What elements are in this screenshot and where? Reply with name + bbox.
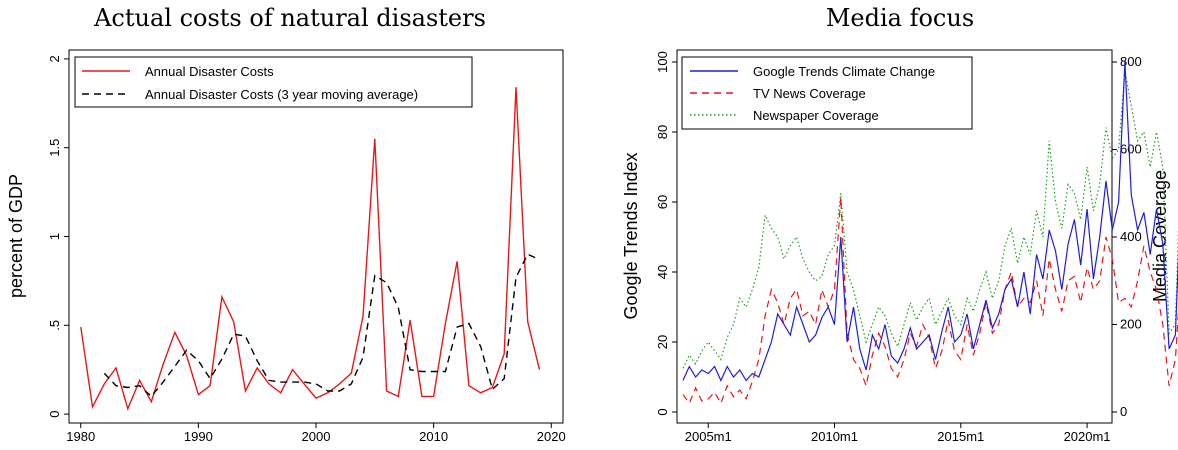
left-legend-box xyxy=(74,56,473,108)
right-left-y-ticks: 0 20 40 60 80 100 xyxy=(655,51,677,416)
right-x-tick-label: 2020m1 xyxy=(1064,429,1111,444)
left-legend-label-annual: Annual Disaster Costs xyxy=(145,64,274,79)
right-left-y-tick-label: 20 xyxy=(655,335,670,349)
left-x-tick-label: 2010 xyxy=(419,429,448,444)
right-left-y-tick-label: 0 xyxy=(655,408,670,415)
right-legend-label-google-trends: Google Trends Climate Change xyxy=(753,64,935,79)
right-x-tick-label: 2010m1 xyxy=(811,429,858,444)
right-left-y-tick-label: 100 xyxy=(655,51,670,73)
left-legend-label-moving-average: Annual Disaster Costs (3 year moving ave… xyxy=(145,87,418,102)
left-y-axis-label: percent of GDP xyxy=(6,174,26,298)
right-x-ticks: 2005m1 2010m1 2015m1 2020m1 xyxy=(685,423,1111,444)
right-left-y-tick-label: 60 xyxy=(655,195,670,209)
right-legend: Google Trends Climate Change TV News Cov… xyxy=(681,56,973,130)
left-y-tick-label: 1.5 xyxy=(47,139,62,157)
left-y-tick-label: 2 xyxy=(47,55,62,62)
left-y-ticks: 0 .5 1 1.5 2 xyxy=(47,55,69,418)
left-x-tick-label: 2020 xyxy=(537,429,566,444)
right-right-y-tick-label: 0 xyxy=(1120,404,1127,419)
right-series-line-1 xyxy=(682,197,1178,405)
right-right-y-tick-label: 800 xyxy=(1120,54,1142,69)
right-series-line-2 xyxy=(682,70,1178,369)
right-right-y-tick-label: 200 xyxy=(1120,317,1142,332)
left-x-tick-label: 2000 xyxy=(302,429,331,444)
left-series-line-0 xyxy=(80,87,541,411)
left-chart: Actual costs of natural disasters percen… xyxy=(6,4,566,444)
left-y-tick-label: 0 xyxy=(47,411,62,418)
right-left-y-tick-label: 80 xyxy=(655,125,670,139)
left-y-tick-label: .5 xyxy=(47,320,62,331)
right-series-line-0 xyxy=(682,61,1178,382)
right-right-y-axis-label: Media Coverage xyxy=(1150,170,1170,302)
right-left-y-tick-label: 40 xyxy=(655,265,670,279)
left-series-lines xyxy=(80,87,541,411)
right-chart-title: Media focus xyxy=(826,4,974,32)
right-left-y-axis-label: Google Trends Index xyxy=(621,152,641,319)
right-x-tick-label: 2015m1 xyxy=(937,429,984,444)
right-right-y-ticks: 0 200 400 600 800 xyxy=(1112,54,1142,419)
right-legend-label-tv-news: TV News Coverage xyxy=(753,86,866,101)
left-series-line-1 xyxy=(103,253,540,398)
left-legend: Annual Disaster Costs Annual Disaster Co… xyxy=(74,56,473,108)
left-y-tick-label: 1 xyxy=(47,233,62,240)
left-x-tick-label: 1990 xyxy=(184,429,213,444)
right-series-lines xyxy=(682,61,1178,405)
right-chart: Media focus Google Trends Index Media Co… xyxy=(621,4,1178,444)
right-x-tick-label: 2005m1 xyxy=(685,429,732,444)
left-x-tick-label: 1980 xyxy=(66,429,95,444)
left-chart-title: Actual costs of natural disasters xyxy=(93,4,486,32)
right-legend-label-newspaper: Newspaper Coverage xyxy=(753,108,879,123)
right-right-y-tick-label: 400 xyxy=(1120,229,1142,244)
right-right-y-tick-label: 600 xyxy=(1120,142,1142,157)
left-x-ticks: 1980 1990 2000 2010 2020 xyxy=(66,423,566,444)
